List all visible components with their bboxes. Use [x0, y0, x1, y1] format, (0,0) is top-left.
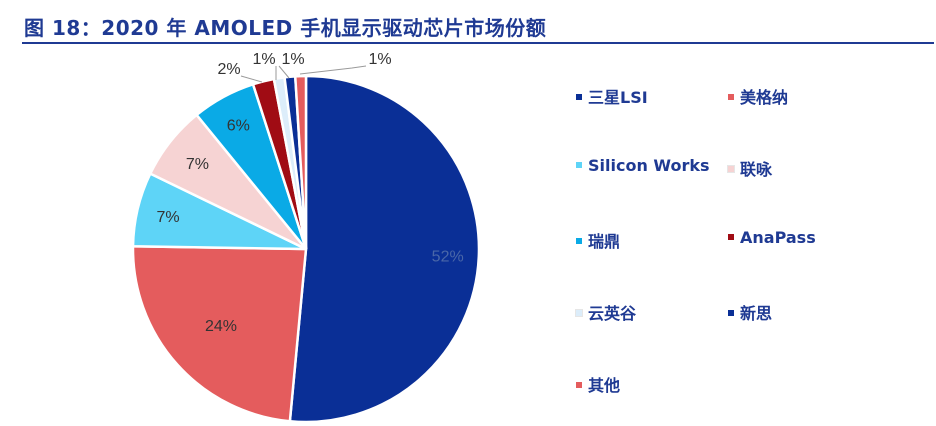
legend-item-4: 联咏	[727, 156, 773, 180]
leader-line-6	[240, 75, 263, 83]
title-underline	[22, 42, 934, 44]
legend-item-3: Silicon Works	[576, 156, 710, 175]
legend-swatch	[728, 233, 734, 240]
legend-swatch	[576, 161, 582, 168]
legend-swatch	[728, 93, 734, 100]
pie-slice-9	[293, 74, 308, 250]
legend-label: 美格纳	[740, 88, 789, 107]
data-label-9: 1%	[368, 51, 391, 68]
legend-item-7: 云英谷	[575, 300, 637, 324]
data-label-5: 6%	[227, 117, 250, 134]
legend-label: AnaPass	[740, 228, 816, 247]
legend-item-2: 美格纳	[728, 84, 788, 108]
legend-label: 其他	[588, 376, 621, 395]
legend-swatch	[576, 93, 582, 100]
legend-label: 瑞鼎	[588, 232, 621, 251]
legend-swatch	[728, 309, 734, 316]
leader-line-8	[278, 65, 290, 79]
data-label-2: 24%	[205, 318, 237, 335]
leader-line-9	[299, 65, 367, 75]
legend-swatch	[727, 164, 735, 173]
legend-swatch	[576, 237, 582, 244]
legend-item-8: 新思	[728, 300, 772, 324]
data-label-4: 7%	[186, 156, 209, 173]
legend-item-1: 三星LSI	[576, 84, 648, 108]
data-label-1: 52%	[432, 249, 464, 266]
data-label-8: 1%	[281, 51, 304, 68]
legend-label: Silicon Works	[588, 156, 710, 175]
legend-swatch	[575, 308, 583, 317]
legend-label: 新思	[740, 304, 773, 323]
legend-label: 云英谷	[588, 304, 637, 323]
legend-item-5: 瑞鼎	[576, 228, 620, 252]
legend-item-6: AnaPass	[728, 228, 816, 247]
pie-slice-2	[131, 245, 308, 423]
chart-title: 图 18：2020 年 AMOLED 手机显示驱动芯片市场份额	[24, 16, 547, 40]
pie-slice-1	[288, 74, 481, 424]
legend-label: 联咏	[740, 160, 773, 179]
legend-item-9: 其他	[576, 372, 620, 396]
data-label-3: 7%	[156, 209, 179, 226]
data-label-7: 1%	[252, 51, 275, 68]
data-label-6: 2%	[217, 61, 240, 78]
legend-swatch	[576, 381, 582, 388]
legend-label: 三星LSI	[588, 88, 648, 107]
